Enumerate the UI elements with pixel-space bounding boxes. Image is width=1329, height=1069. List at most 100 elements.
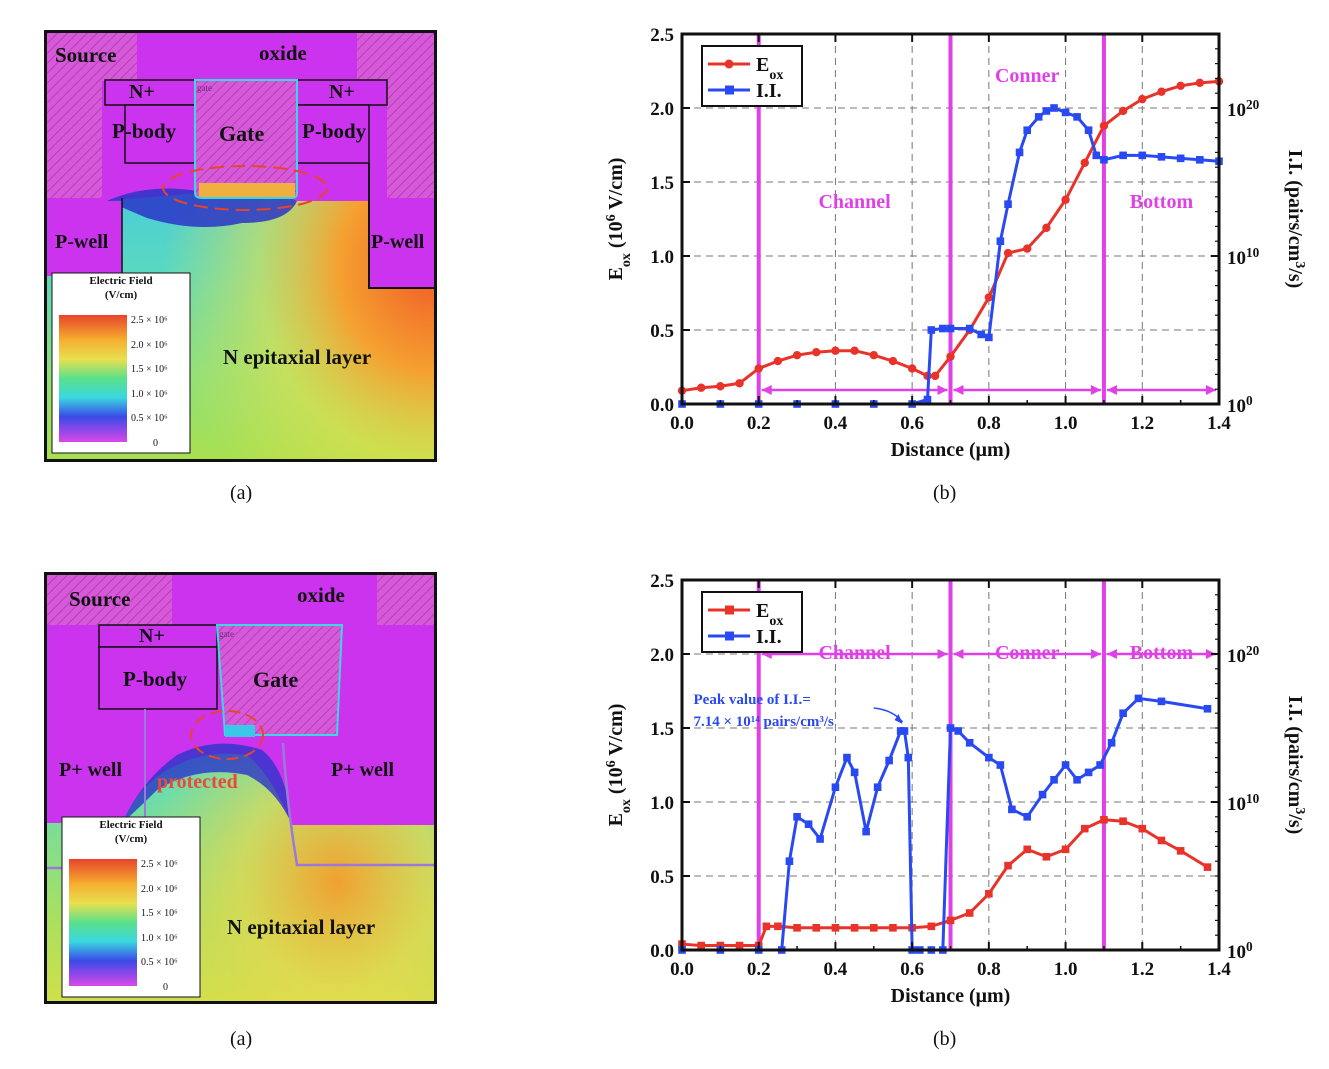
p-well-right-label: P-well xyxy=(371,231,425,253)
y-axis-label: Eox (106 V/cm) xyxy=(604,704,634,827)
p-well-left-label: P-well xyxy=(55,231,109,253)
legend-tick: 0.5 × 10⁶ xyxy=(131,413,168,424)
data-point xyxy=(1050,776,1058,784)
region-arrowhead xyxy=(937,649,948,659)
y-tick-label: 0.0 xyxy=(650,395,674,416)
p-body-right-label: P-body xyxy=(302,119,367,143)
legend-ticks: 2.5 × 10⁶ 2.0 × 10⁶ 1.5 × 10⁶ 1.0 × 10⁶ … xyxy=(141,853,178,1000)
data-point xyxy=(1015,148,1024,157)
data-point xyxy=(1023,813,1032,821)
data-point xyxy=(1003,248,1013,258)
y-tick-label: 1.5 xyxy=(650,719,674,740)
legend-label-eox: Eox xyxy=(756,600,783,629)
region-arrowhead xyxy=(1106,385,1117,395)
y-tick-label: 0.0 xyxy=(650,941,674,962)
data-point xyxy=(939,324,947,333)
data-point xyxy=(889,924,897,932)
epi-label: N epitaxial layer xyxy=(227,915,376,939)
data-point xyxy=(812,924,821,932)
y2-tick-label: 1020 xyxy=(1227,97,1260,122)
data-point xyxy=(850,924,859,932)
region-arrowhead xyxy=(1206,385,1216,395)
data-point xyxy=(831,783,840,791)
data-point xyxy=(1073,776,1081,784)
data-point xyxy=(1004,861,1012,870)
data-point xyxy=(907,364,917,373)
oxide-label: oxide xyxy=(259,41,307,65)
data-point xyxy=(1080,158,1089,167)
y2-tick-label: 100 xyxy=(1227,939,1253,964)
data-point xyxy=(965,739,974,747)
legend-label-ii: I.I. xyxy=(756,80,782,102)
data-point xyxy=(869,924,878,932)
x-tick-label: 0.6 xyxy=(900,413,924,434)
data-point xyxy=(1023,845,1032,854)
data-point xyxy=(927,922,936,931)
data-point xyxy=(869,350,878,360)
peak-arrowhead xyxy=(894,714,903,724)
legend-tick: 2.5 × 10⁶ xyxy=(131,315,168,326)
legend-tick: 1.5 × 10⁶ xyxy=(131,364,168,375)
region-arrowhead xyxy=(1106,649,1117,659)
region-label-bottom: Bottom xyxy=(1130,642,1194,664)
data-point xyxy=(1107,739,1116,747)
region-arrowhead xyxy=(937,385,948,395)
data-point xyxy=(1061,845,1070,854)
data-point xyxy=(1099,121,1109,130)
data-point xyxy=(1138,94,1147,104)
data-point xyxy=(812,348,821,357)
legend-tick: 1.0 × 10⁶ xyxy=(131,388,168,400)
region-arrowhead xyxy=(1090,649,1101,659)
y-tick-label: 2.5 xyxy=(650,571,674,592)
peak-annotation-line1: Peak value of I.I.= xyxy=(694,692,811,708)
region-label-bottom: Bottom xyxy=(1130,191,1194,213)
data-point xyxy=(885,756,893,765)
data-point xyxy=(697,941,705,950)
region-arrowhead xyxy=(953,385,964,395)
data-point xyxy=(716,941,725,950)
data-point xyxy=(754,364,763,373)
data-point xyxy=(1038,790,1047,799)
legend-tick: 2.0 × 10⁶ xyxy=(131,339,168,351)
data-point xyxy=(1119,817,1127,826)
data-point xyxy=(1061,761,1070,769)
x-tick-label: 0.2 xyxy=(747,413,771,434)
data-point xyxy=(1134,694,1143,703)
data-point xyxy=(946,324,955,333)
data-point xyxy=(1138,824,1147,833)
data-point xyxy=(1023,126,1032,134)
data-point xyxy=(996,761,1005,769)
source-label: Source xyxy=(55,43,117,67)
data-point xyxy=(1042,107,1051,115)
y-tick-label: 2.0 xyxy=(650,99,674,120)
data-point xyxy=(793,924,801,932)
x-axis-label: Distance (μm) xyxy=(891,985,1011,1007)
legend-marker xyxy=(725,631,734,641)
legend-tick: 1.0 × 10⁶ xyxy=(141,932,178,944)
field-simulation-1: Source oxide N+ N+ gate Gate P-body P-bo… xyxy=(44,30,437,462)
p-plus-well-left-label: P+ well xyxy=(59,759,123,781)
chart-2: Channel Conner Bottom 0.0 0.2 0.4 0.6 0.8 1.0 1.2… xyxy=(580,566,1320,1026)
data-point xyxy=(773,356,783,366)
data-point xyxy=(896,727,905,735)
data-point xyxy=(946,724,955,732)
legend-box xyxy=(701,591,803,653)
legend-title: Electric Field xyxy=(89,275,153,287)
data-point xyxy=(735,379,744,388)
legend-marker xyxy=(725,85,734,95)
p-plus-well-right-label: P+ well xyxy=(331,759,395,781)
legend-tick: 0.5 × 10⁶ xyxy=(141,957,178,968)
data-point xyxy=(1096,761,1104,769)
legend-unit: (V/cm) xyxy=(114,833,148,845)
data-point xyxy=(1080,824,1089,833)
x-tick-label: 0.8 xyxy=(977,959,1001,980)
data-point xyxy=(1119,151,1127,160)
x-tick-label: 0.8 xyxy=(977,413,1001,434)
legend-tick: 2.5 × 10⁶ xyxy=(141,859,178,870)
legend-tick: 2.0 × 10⁶ xyxy=(141,883,178,895)
region-label-corner: Conner xyxy=(995,65,1060,87)
data-point xyxy=(762,922,771,931)
gate-label: Gate xyxy=(253,667,299,692)
data-point xyxy=(1023,244,1032,253)
data-point xyxy=(1157,87,1166,96)
